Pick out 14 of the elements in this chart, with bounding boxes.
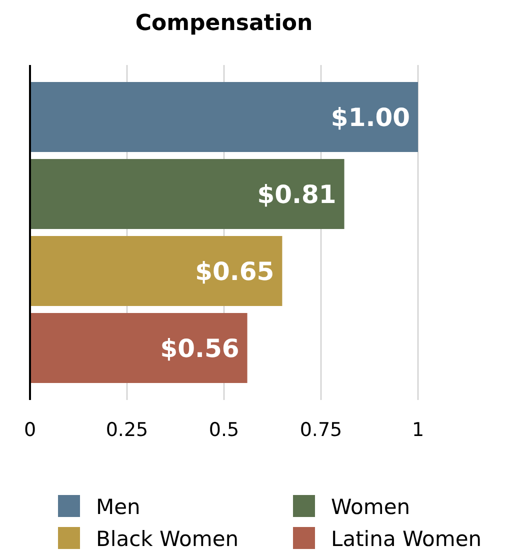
chart-title: Compensation: [135, 11, 313, 36]
legend-label: Latina Women: [331, 527, 482, 551]
data-label: $0.65: [195, 257, 274, 286]
x-tick-label: 0.5: [208, 419, 240, 441]
x-tick-label: 0.25: [106, 419, 148, 441]
x-tick-label: 0: [24, 419, 36, 441]
legend-label: Women: [331, 495, 410, 519]
data-label: $0.81: [257, 180, 336, 209]
data-label: $1.00: [330, 103, 410, 132]
data-label: $0.56: [160, 334, 240, 363]
legend-label: Black Women: [96, 527, 239, 551]
x-tick-label: 1: [412, 419, 424, 441]
legend-label: Men: [96, 495, 140, 519]
x-tick-label: 0.75: [300, 419, 342, 441]
